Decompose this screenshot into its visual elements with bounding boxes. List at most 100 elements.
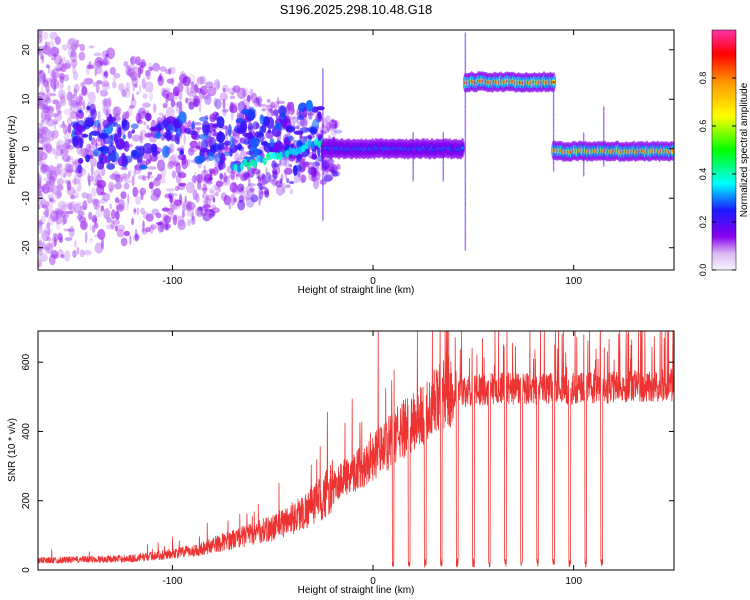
- spectrogram-frame: [37, 29, 675, 271]
- noise-blob: [258, 186, 267, 190]
- noise-blob: [211, 207, 221, 214]
- noise-blob: [63, 228, 71, 232]
- noise-blob: [73, 240, 77, 248]
- noise-blob: [265, 167, 268, 175]
- noise-blob: [307, 112, 315, 116]
- noise-blob: [331, 118, 335, 123]
- activity-blob: [246, 150, 255, 156]
- spike-blob: [464, 184, 467, 192]
- spike-blob: [464, 32, 467, 39]
- noise-blob: [270, 101, 276, 109]
- colorbar-tick-label: 0.6: [698, 120, 708, 133]
- activity-blob: [229, 148, 233, 157]
- spike-blob: [552, 127, 555, 134]
- noise-blob: [69, 50, 78, 63]
- activity-blob: [92, 148, 100, 157]
- noise-blob: [49, 254, 56, 266]
- noise-blob: [291, 116, 299, 124]
- spike-blob: [322, 127, 324, 135]
- noise-blob: [334, 122, 337, 130]
- noise-blob: [108, 181, 115, 192]
- noise-blob: [137, 175, 146, 180]
- noise-blob: [93, 52, 102, 57]
- noise-blob: [169, 214, 179, 220]
- noise-blob: [165, 188, 175, 192]
- noise-blob: [331, 127, 337, 137]
- noise-blob: [92, 81, 98, 88]
- activity-blob: [293, 130, 304, 135]
- noise-blob: [194, 122, 202, 126]
- noise-blob: [123, 230, 130, 237]
- spike-blob: [412, 158, 414, 166]
- noise-blob: [178, 91, 183, 101]
- noise-blob: [180, 197, 183, 203]
- noise-blob: [215, 191, 219, 197]
- noise-blob: [196, 173, 203, 183]
- activity-blob: [169, 134, 180, 142]
- noise-blob: [139, 84, 142, 94]
- noise-blob: [47, 228, 51, 236]
- noise-blob: [185, 200, 193, 212]
- noise-blob: [38, 125, 45, 136]
- noise-blob: [328, 166, 335, 173]
- snr-frame: [37, 330, 675, 571]
- noise-blob: [42, 211, 45, 215]
- spike-blob: [552, 132, 555, 140]
- noise-blob: [228, 203, 232, 210]
- noise-blob: [60, 254, 65, 259]
- noise-blob: [182, 200, 191, 211]
- noise-blob: [284, 155, 291, 161]
- noise-blob: [257, 95, 263, 107]
- noise-blob: [236, 87, 247, 100]
- track-blob: [265, 152, 270, 161]
- noise-blob: [38, 220, 43, 225]
- noise-blob: [38, 98, 42, 106]
- noise-blob: [57, 232, 63, 241]
- noise-blob: [123, 179, 132, 184]
- colorbar-ticks: 0.0 0.2 0.4 0.6 0.8: [698, 72, 736, 276]
- noise-blob: [102, 58, 110, 66]
- noise-blob: [38, 248, 43, 256]
- noise-blob: [288, 180, 295, 185]
- noise-blob: [131, 134, 141, 142]
- noise-blob: [167, 207, 174, 216]
- noise-blob: [304, 116, 309, 128]
- noise-blob: [107, 97, 112, 108]
- noise-blob: [322, 117, 328, 129]
- noise-blob: [147, 66, 154, 71]
- noise-blob: [85, 63, 90, 76]
- colorbar-label: Normalized spectral amplitude: [739, 82, 750, 217]
- noise-blob: [47, 51, 53, 57]
- activity-blob: [247, 108, 256, 121]
- noise-blob: [141, 77, 146, 89]
- activity-blob: [237, 143, 242, 150]
- noise-blob: [169, 195, 173, 204]
- noise-blob: [78, 51, 86, 61]
- noise-blob: [125, 70, 133, 77]
- activity-blob: [220, 153, 226, 164]
- noise-blob: [56, 64, 62, 69]
- noise-blob: [226, 175, 235, 179]
- noise-blob: [186, 86, 190, 96]
- snr-x-tick-label: -100: [162, 576, 182, 587]
- noise-blob: [246, 94, 251, 103]
- activity-blob: [116, 124, 122, 135]
- noise-blob: [66, 180, 72, 192]
- noise-blob: [65, 129, 68, 134]
- spike-blob: [322, 67, 324, 75]
- noise-blob: [202, 211, 212, 222]
- noise-blob: [92, 214, 98, 224]
- noise-blob: [203, 164, 207, 175]
- noise-blob: [59, 82, 64, 89]
- noise-blob: [129, 71, 139, 82]
- noise-blob: [38, 157, 43, 162]
- track-blob: [275, 152, 280, 161]
- noise-blob: [44, 242, 54, 254]
- noise-blob: [58, 89, 66, 100]
- noise-blob: [156, 159, 166, 172]
- noise-blob: [39, 218, 42, 222]
- noise-blob: [327, 158, 334, 166]
- noise-blob: [159, 66, 167, 72]
- noise-blob: [225, 125, 229, 137]
- noise-blob: [200, 206, 208, 217]
